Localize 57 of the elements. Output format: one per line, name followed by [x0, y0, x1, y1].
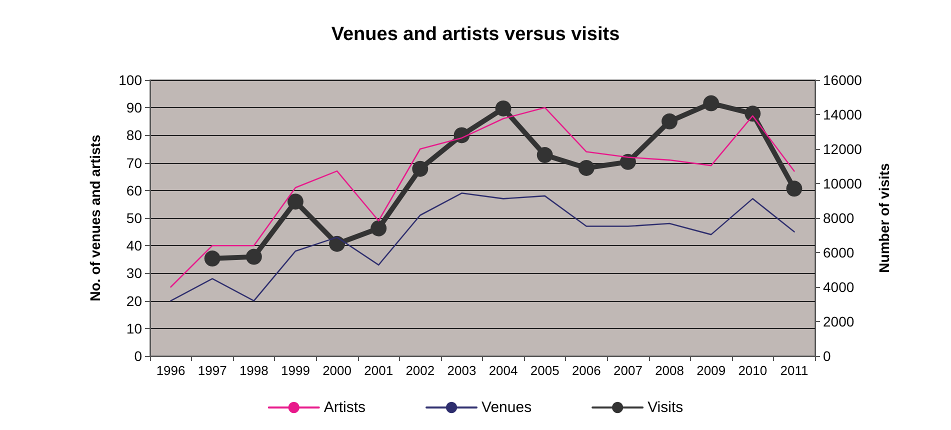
chart-title: Venues and artists versus visits — [331, 24, 620, 45]
point — [536, 147, 553, 164]
y2-tick-label: 2000 — [823, 314, 854, 330]
point — [620, 154, 636, 170]
legend-label: Artists — [324, 399, 366, 416]
x-tick-label: 2010 — [738, 363, 768, 378]
y2-tick-label: 0 — [823, 348, 831, 364]
y-tick-label: 60 — [126, 182, 142, 198]
y2-axis-title: Number of visits — [876, 162, 892, 273]
point — [204, 250, 220, 267]
y-tick-label: 100 — [118, 72, 142, 88]
y2-tick-label: 16000 — [823, 72, 862, 88]
point — [370, 220, 387, 236]
x-tick-label: 1996 — [156, 363, 186, 378]
point — [287, 194, 304, 210]
x-tick-label: 2009 — [696, 363, 726, 378]
y-tick-label: 50 — [126, 210, 142, 226]
x-tick-label: 2001 — [364, 363, 394, 378]
point — [786, 180, 802, 197]
y2-tick-label: 10000 — [823, 176, 862, 192]
x-tick-label: 2002 — [406, 363, 435, 378]
y-tick-label: 30 — [126, 265, 142, 282]
y-tick-label: 80 — [126, 127, 142, 144]
x-tick-label: 1999 — [281, 363, 310, 378]
y-tick-label: 10 — [126, 320, 142, 336]
point — [662, 113, 678, 130]
point — [744, 106, 761, 122]
x-tick-label: 2007 — [614, 363, 642, 378]
x-tick-label: 2005 — [530, 363, 560, 378]
point — [495, 100, 512, 116]
line-series — [170, 106, 795, 288]
x-tick-label: 2006 — [572, 363, 601, 378]
y-tick-label: 0 — [134, 348, 142, 364]
y-tick-label: 40 — [126, 238, 142, 254]
y2-tick-label: 12000 — [823, 141, 862, 157]
x-tick-label: 1997 — [198, 363, 227, 378]
legend-label: Visits — [648, 399, 684, 416]
y2-tick-label: 8000 — [823, 210, 854, 226]
y2-tick-label: 6000 — [823, 244, 854, 260]
point — [703, 95, 720, 112]
y-axis-title: No. of venues and artists — [87, 134, 103, 302]
x-tick-label: 2011 — [780, 363, 808, 378]
x-tick-label: 2003 — [447, 363, 476, 378]
legend-label: Venues — [482, 399, 532, 416]
y2-tick-label: 14000 — [823, 106, 862, 122]
point — [412, 160, 428, 177]
y2-tick-label: 4000 — [823, 279, 854, 295]
x-tick-label: 2008 — [655, 363, 684, 378]
x-tick-label: 1998 — [239, 363, 268, 378]
point — [246, 248, 262, 265]
x-tick-label: 2004 — [488, 363, 518, 378]
x-tick-label: 2000 — [322, 363, 352, 378]
point — [578, 160, 594, 176]
y-tick-label: 70 — [126, 154, 142, 171]
y-tick-label: 90 — [126, 100, 142, 116]
line-series — [170, 192, 795, 302]
y-tick-label: 20 — [126, 292, 142, 309]
